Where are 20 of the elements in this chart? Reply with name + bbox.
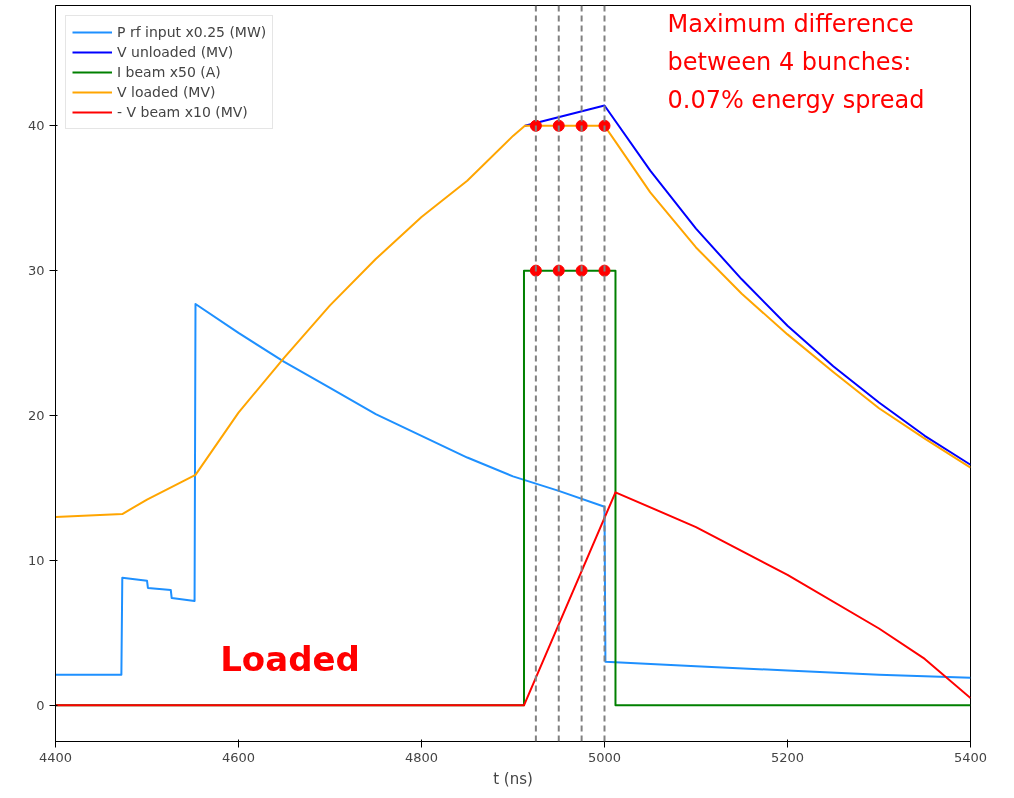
legend-label: - V beam x10 (MV) bbox=[117, 104, 248, 120]
annotation: Loaded bbox=[220, 639, 360, 680]
y-tick-label: 20 bbox=[27, 408, 45, 424]
x-tick-label: 5200 bbox=[770, 749, 805, 765]
line-series bbox=[55, 491, 971, 707]
y-tick-label: 10 bbox=[27, 552, 45, 568]
legend-label: I beam x50 (A) bbox=[117, 64, 221, 80]
legend-label: P rf input x0.25 (MW) bbox=[117, 24, 267, 40]
x-tick-label: 4400 bbox=[38, 749, 73, 765]
legend-label: V loaded (MV) bbox=[117, 84, 216, 100]
x-axis-title: t (ns) bbox=[493, 769, 533, 788]
x-tick-label: 4600 bbox=[221, 749, 256, 765]
legend-label: V unloaded (MV) bbox=[117, 44, 234, 60]
x-tick-label: 5000 bbox=[587, 749, 622, 765]
y-tick-label: 30 bbox=[27, 263, 45, 279]
y-tick-label: 0 bbox=[36, 697, 45, 713]
x-tick-label: 4800 bbox=[404, 749, 439, 765]
x-tick-label: 5400 bbox=[953, 749, 988, 765]
y-tick-label: 40 bbox=[27, 118, 45, 134]
annotation: Maximum difference between 4 bunches: 0.07% energy spread bbox=[667, 9, 925, 114]
